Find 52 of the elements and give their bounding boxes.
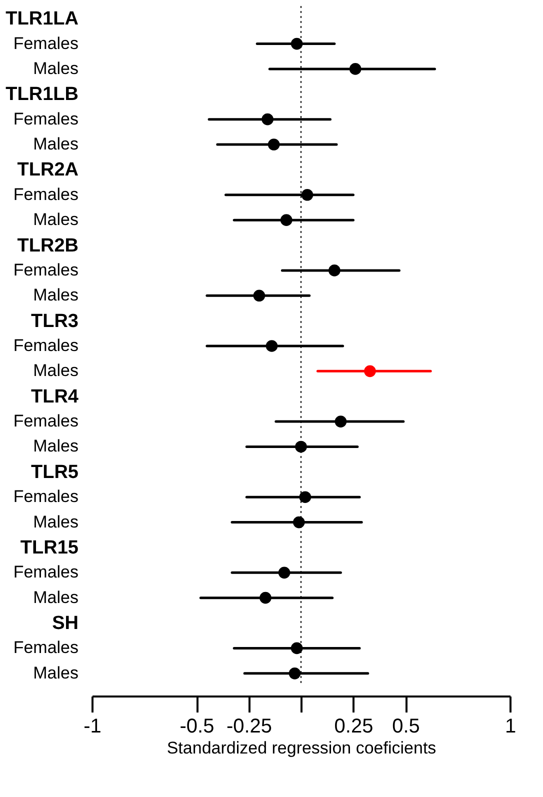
point xyxy=(290,38,303,50)
y-tick-label: Males xyxy=(33,436,78,456)
y-tick-label: Males xyxy=(33,286,78,305)
point xyxy=(288,668,301,680)
y-tick-label: TLR4 xyxy=(31,386,79,408)
y-tick-label: Females xyxy=(13,412,78,431)
y-tick-label: TLR1LB xyxy=(6,84,78,106)
point xyxy=(364,365,376,378)
x-tick-label: 1 xyxy=(504,716,516,738)
x-axis-title: Standardized regression coeficients xyxy=(166,738,436,758)
x-tick-label: 0.5 xyxy=(392,716,420,738)
y-tick-label: Females xyxy=(13,638,78,658)
x-tick-label: -0.25 xyxy=(226,716,272,738)
y-tick-label: Males xyxy=(33,134,78,154)
y-tick-label: Males xyxy=(33,512,78,532)
point xyxy=(334,416,347,428)
y-tick-label: Females xyxy=(13,109,78,128)
y-tick-label: Females xyxy=(13,336,78,355)
point xyxy=(278,566,290,579)
y-tick-label: TLR5 xyxy=(31,462,79,483)
x-tick-label: -1 xyxy=(84,716,102,738)
y-tick-label: TLR2B xyxy=(17,235,78,256)
y-tick-label: Males xyxy=(33,361,78,380)
y-tick-label: Females xyxy=(13,184,78,204)
y-tick-label: SH xyxy=(52,613,78,634)
y-tick-label: Males xyxy=(33,588,78,607)
y-tick-label: TLR1LA xyxy=(6,8,79,30)
point xyxy=(253,290,266,302)
y-tick-label: TLR2A xyxy=(17,160,79,181)
y-tick-label: Females xyxy=(13,487,78,506)
point xyxy=(301,188,314,201)
point xyxy=(260,592,272,604)
point xyxy=(295,440,307,453)
point xyxy=(328,264,340,276)
y-tick-label: Females xyxy=(13,562,78,582)
y-tick-label: TLR15 xyxy=(20,537,79,558)
y-tick-label: Males xyxy=(33,210,78,230)
point xyxy=(299,491,312,504)
point xyxy=(292,516,305,528)
point xyxy=(266,340,278,352)
point xyxy=(268,138,280,150)
y-tick-label: Females xyxy=(13,260,78,280)
point xyxy=(280,214,292,226)
y-tick-label: Males xyxy=(33,58,78,78)
y-tick-label: Females xyxy=(13,34,78,53)
y-tick-label: TLR3 xyxy=(31,310,78,332)
x-tick-label: -0.5 xyxy=(180,716,214,738)
y-tick-label: Males xyxy=(33,663,78,682)
point xyxy=(290,642,303,654)
point xyxy=(262,113,274,126)
point xyxy=(349,63,362,75)
x-tick-label: 0.25 xyxy=(334,716,374,738)
